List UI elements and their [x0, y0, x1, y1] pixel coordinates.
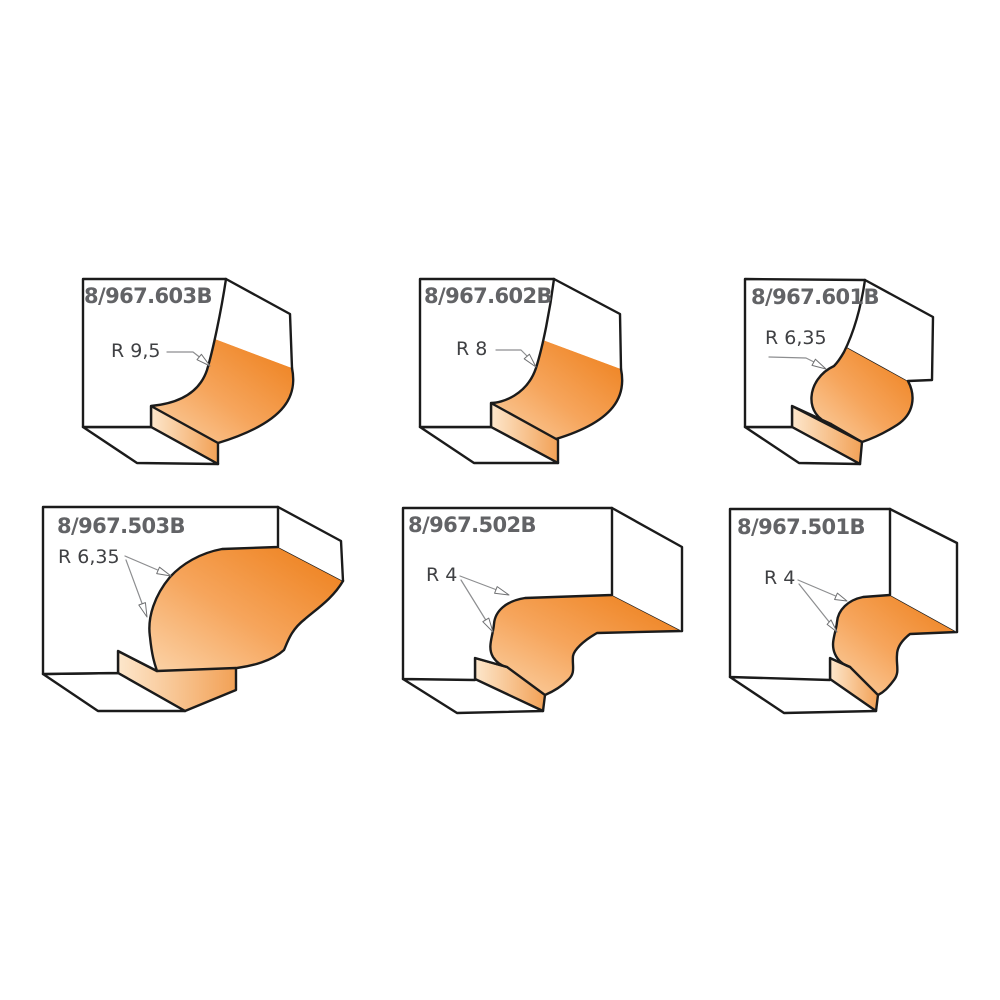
front-face [418, 277, 556, 429]
leader-line [125, 559, 144, 607]
cut-surface [811, 344, 913, 442]
side-face [890, 509, 957, 632]
radius-annotation: R 6,35 [58, 546, 120, 568]
side-face-edges [610, 506, 684, 633]
front-face [728, 507, 892, 682]
side-face-edges [863, 278, 935, 383]
model-code-label: 8/967.501B [737, 515, 866, 539]
diagram-501b [728, 507, 959, 715]
cut-surface-silhouette [547, 367, 624, 443]
side-face [215, 279, 292, 368]
leader-line [124, 555, 161, 572]
model-code-label: 8/967.502B [408, 513, 537, 537]
cut-surface [833, 595, 957, 695]
leader-arrowhead-icon [156, 566, 172, 577]
leader-line [797, 579, 839, 598]
front-face [743, 277, 867, 429]
front-face [81, 277, 228, 429]
diagram-603b [81, 277, 295, 466]
leader-arrowhead-icon [196, 353, 211, 367]
leader-arrowhead-icon [826, 619, 838, 633]
cut-surface-silhouette [876, 630, 959, 697]
leader-arrowhead-icon [494, 586, 510, 596]
diagram-601b [743, 277, 935, 466]
model-code-label: 8/967.503B [57, 514, 186, 538]
side-face-edges [552, 277, 623, 371]
front-face [41, 505, 280, 676]
leader-line [495, 349, 529, 358]
cut-surface-silhouette [829, 379, 914, 444]
leader-arrowhead-icon [482, 617, 494, 633]
leader-arrowhead-icon [138, 602, 148, 618]
leader-arrowhead-icon [523, 353, 537, 368]
side-face-edges [224, 277, 294, 370]
side-face [543, 279, 621, 369]
radius-annotation: R 4 [426, 564, 458, 586]
cut-surface [491, 340, 623, 441]
radius-annotation: R 9,5 [111, 340, 161, 362]
diagram-502b [401, 506, 684, 715]
cut-surface [490, 595, 682, 695]
radius-annotation: R 8 [456, 338, 488, 360]
radius-annotation: R 6,35 [765, 327, 827, 349]
leader-line [768, 356, 817, 364]
model-code-label: 8/967.601B [751, 285, 880, 309]
leader-line [459, 575, 498, 591]
cut-surface-silhouette [216, 366, 295, 445]
leader-arrowhead-icon [811, 358, 827, 370]
side-face [612, 508, 682, 631]
diagram-503b [41, 505, 345, 713]
cut-surface [151, 339, 294, 443]
side-face [278, 507, 343, 581]
radius-annotation: R 4 [764, 567, 796, 589]
leader-line [460, 579, 488, 623]
side-face-edges [276, 505, 345, 583]
side-face-edges [888, 507, 959, 634]
leader-line [798, 583, 831, 624]
model-code-label: 8/967.602B [424, 284, 553, 308]
cut-surface-silhouette [543, 629, 684, 697]
model-code-label: 8/967.603B [84, 284, 213, 308]
cut-surface [149, 547, 343, 671]
cut-surface-silhouette [235, 579, 345, 670]
leader-arrowhead-icon [834, 592, 848, 602]
diagram-602b [418, 277, 624, 465]
